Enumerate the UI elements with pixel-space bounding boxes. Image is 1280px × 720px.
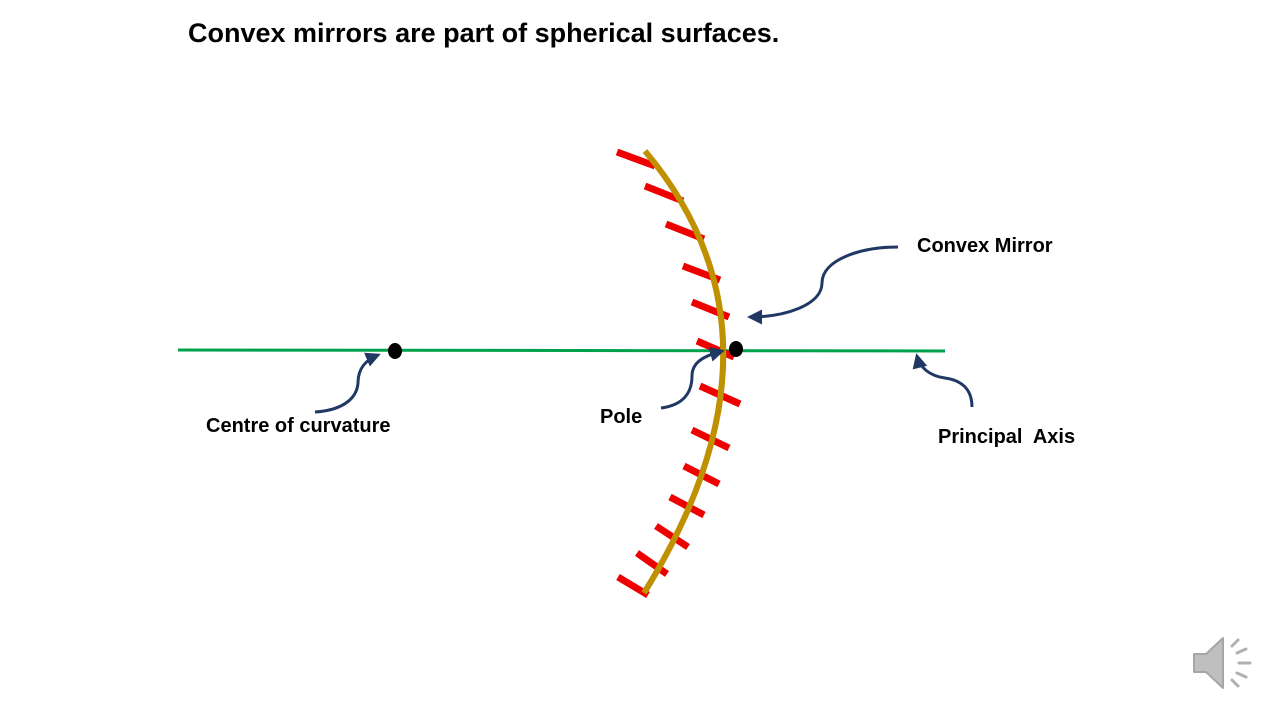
hatch-mark <box>695 337 736 361</box>
centre-of-curvature-label: Centre of curvature <box>206 415 391 437</box>
pole-arrow <box>660 346 725 410</box>
convex-mirror-arrow <box>747 245 899 325</box>
pole-point <box>729 341 743 357</box>
hatch-mark <box>634 550 670 577</box>
principal-axis-line <box>177 348 946 353</box>
pole-label: Pole <box>600 406 643 428</box>
hatch-mark <box>615 148 657 170</box>
slide-title: Convex mirrors are part of spherical sur… <box>188 18 780 48</box>
centre-arrow <box>314 352 381 414</box>
convex-mirror-label: Convex Mirror <box>917 235 1053 257</box>
speaker-icon[interactable] <box>1190 632 1258 694</box>
centre-of-curvature-point <box>388 343 402 359</box>
hatch-mark <box>654 523 690 550</box>
principal-axis-arrow <box>912 353 974 408</box>
principal-axis-label: Principal Axis <box>938 426 1076 448</box>
